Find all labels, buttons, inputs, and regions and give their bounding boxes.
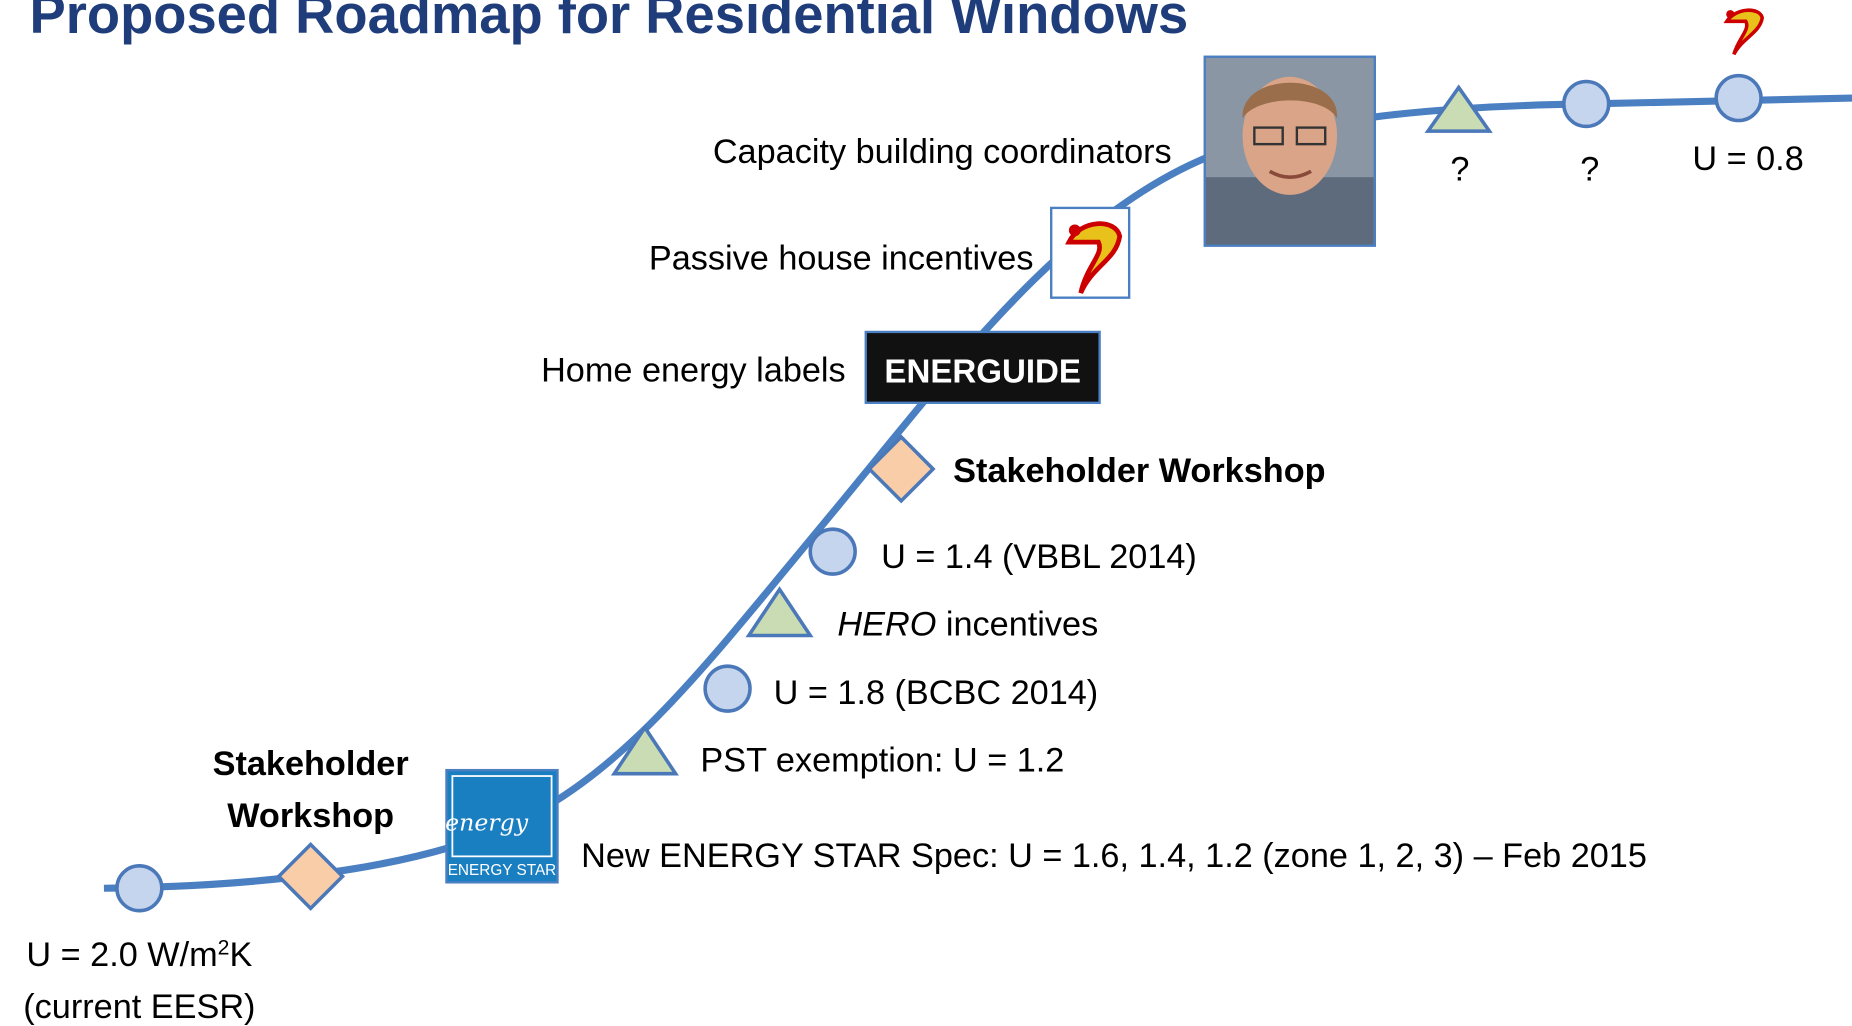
- title: Proposed Roadmap for Residential Windows: [30, 0, 1189, 45]
- label: Home energy labels: [541, 352, 846, 390]
- label: ?: [1450, 151, 1469, 189]
- label: (current EESR): [23, 988, 255, 1026]
- label: Stakeholder: [213, 745, 409, 783]
- energy-star-logo: energy ENERGY STAR: [445, 770, 557, 882]
- energy-script: energy: [445, 808, 529, 836]
- circle-marker: [705, 666, 750, 711]
- energy-star-text: ENERGY STAR: [448, 862, 557, 879]
- circle-marker: [117, 866, 162, 911]
- label-sup: 2: [218, 935, 230, 959]
- label: U = 0.8: [1692, 140, 1803, 178]
- circle-marker: [810, 529, 855, 574]
- label-text: K: [229, 936, 252, 974]
- label: U = 1.8 (BCBC 2014): [774, 674, 1099, 712]
- label-text: U = 2.0 W/m: [26, 936, 217, 974]
- circle-marker: [1564, 82, 1609, 127]
- label: Stakeholder Workshop: [953, 452, 1325, 490]
- label: Workshop: [227, 797, 394, 835]
- passive-house-icon: [1051, 208, 1129, 298]
- slide: Proposed Roadmap for Residential Windows: [0, 0, 1852, 1026]
- label: U = 1.4 (VBBL 2014): [881, 538, 1197, 576]
- label: PST exemption: U = 1.2: [700, 741, 1064, 779]
- label: HERO incentives: [837, 605, 1098, 643]
- label: Passive house incentives: [649, 239, 1034, 277]
- label: New ENERGY STAR Spec: U = 1.6, 1.4, 1.2 …: [581, 837, 1647, 875]
- label: Capacity building coordinators: [713, 133, 1172, 171]
- label-italic: HERO: [837, 605, 936, 643]
- label: ?: [1580, 151, 1599, 189]
- energuide-logo: ENERGUIDE: [866, 332, 1100, 403]
- energuide-text: ENERGUIDE: [884, 354, 1081, 391]
- circle-marker: [1716, 76, 1761, 121]
- label-text: incentives: [936, 605, 1098, 643]
- portrait-photo: [1205, 57, 1375, 246]
